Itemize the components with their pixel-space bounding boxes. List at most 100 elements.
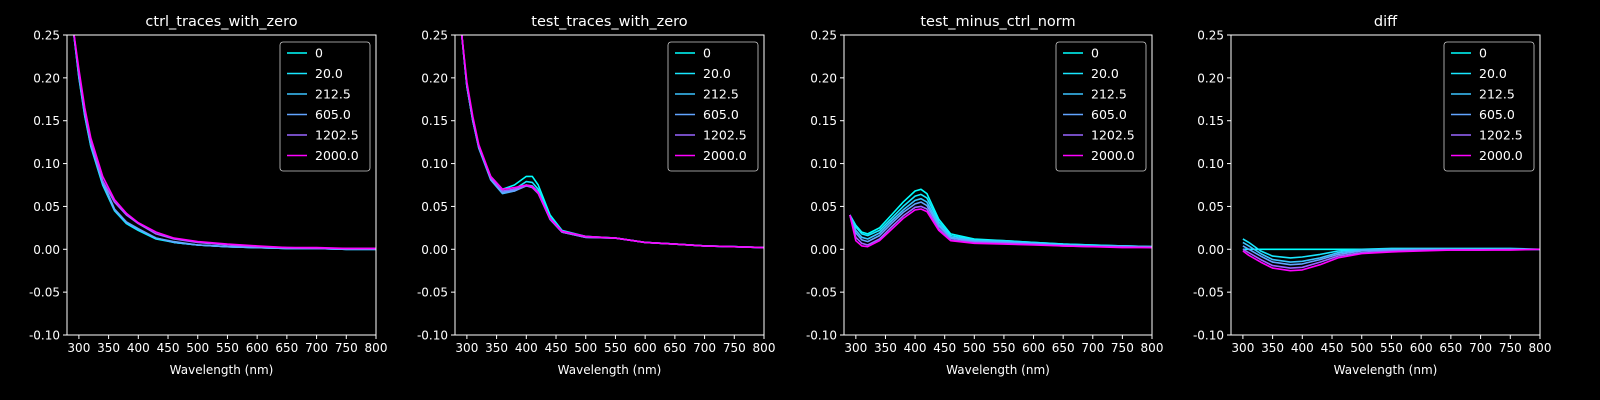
x-tick-label: 300 — [67, 341, 90, 355]
x-tick-label: 450 — [545, 341, 568, 355]
legend-entry: 212.5 — [315, 87, 351, 102]
legend-entry: 20.0 — [703, 66, 731, 81]
y-tick-label: 0.15 — [810, 114, 837, 128]
y-tick-label: 0.20 — [421, 71, 448, 85]
x-tick-label: 550 — [992, 341, 1015, 355]
x-tick-label: 450 — [1321, 341, 1344, 355]
y-tick-label: 0.05 — [421, 200, 448, 214]
legend-entry: 1202.5 — [315, 128, 359, 143]
y-tick-label: -0.05 — [29, 286, 60, 300]
legend-entry: 20.0 — [1091, 66, 1119, 81]
y-tick-label: 0.05 — [33, 200, 60, 214]
x-tick-label: 800 — [1529, 341, 1552, 355]
y-tick-label: 0.25 — [810, 29, 837, 43]
legend: 0 20.0 212.5 605.0 1202.5 2000.0 — [667, 41, 759, 172]
y-tick-label: 0.15 — [421, 114, 448, 128]
y-tick-label: 0.10 — [1197, 157, 1224, 171]
x-tick-label: 350 — [874, 341, 897, 355]
y-tick-label: 0.15 — [33, 114, 60, 128]
y-tick-label: 0.00 — [33, 243, 60, 257]
y-tick-label: 0.15 — [1197, 114, 1224, 128]
y-tick-label: 0.25 — [421, 29, 448, 43]
y-tick-label: -0.10 — [29, 329, 60, 343]
y-tick-label: 0.10 — [421, 157, 448, 171]
chart-title: test_minus_ctrl_norm — [920, 14, 1075, 30]
series-line-6 — [73, 35, 376, 250]
legend-entry: 0 — [1479, 46, 1487, 61]
x-tick-label: 750 — [1499, 341, 1522, 355]
legend-entry: 20.0 — [315, 66, 343, 81]
legend-entry: 1202.5 — [1479, 128, 1523, 143]
legend: 0 20.0 212.5 605.0 1202.5 2000.0 — [279, 41, 371, 172]
axes-frame — [66, 34, 377, 336]
chart-panel-2: test_traces_with_zero 300 350 400 450 500 550 6… — [417, 14, 776, 377]
legend-entry: 212.5 — [703, 87, 739, 102]
x-tick-label: 750 — [335, 341, 358, 355]
x-tick-label: 550 — [1380, 341, 1403, 355]
legend-entry: 2000.0 — [703, 148, 747, 163]
x-tick-label: 650 — [1052, 341, 1075, 355]
legend-entry: 605.0 — [1479, 107, 1515, 122]
y-tick-label: 0.00 — [1197, 243, 1224, 257]
x-tick-label: 500 — [1350, 341, 1373, 355]
x-tick-label: 550 — [216, 341, 239, 355]
axes-frame — [843, 34, 1153, 336]
x-tick-label: 600 — [634, 341, 657, 355]
x-tick-label: 350 — [485, 341, 508, 355]
chart-panel-3: test_minus_ctrl_norm 300 350 400 450 500 550 60… — [806, 14, 1164, 377]
series-group — [73, 35, 376, 251]
legend-entry: 0 — [1091, 46, 1099, 61]
chart-title: test_traces_with_zero — [531, 14, 688, 30]
legend-entry: 605.0 — [315, 107, 351, 122]
axes-frame — [454, 34, 765, 336]
y-tick-label: 0.00 — [421, 243, 448, 257]
x-tick-label: 450 — [157, 341, 180, 355]
series-line-2 — [1242, 238, 1540, 259]
legend: 0 20.0 212.5 605.0 1202.5 2000.0 — [1443, 41, 1535, 172]
series-line-4 — [849, 201, 1152, 248]
x-axis-label: Wavelength (nm) — [946, 363, 1050, 377]
series-line-6 — [849, 208, 1152, 249]
series-line-2 — [849, 193, 1152, 248]
x-axis-label: Wavelength (nm) — [170, 363, 274, 377]
x-tick-label: 300 — [844, 341, 867, 355]
x-tick-label: 750 — [723, 341, 746, 355]
x-tick-label: 400 — [1291, 341, 1314, 355]
x-tick-label: 400 — [127, 341, 150, 355]
y-tick-label: 0.20 — [810, 71, 837, 85]
x-axis-label: Wavelength (nm) — [558, 363, 662, 377]
y-tick-label: 0.00 — [810, 243, 837, 257]
y-tick-label: -0.10 — [417, 329, 448, 343]
x-tick-label: 550 — [604, 341, 627, 355]
legend-entry: 2000.0 — [1091, 148, 1135, 163]
y-tick-label: 0.25 — [1197, 29, 1224, 43]
y-tick-label: -0.05 — [1193, 286, 1224, 300]
x-tick-label: 350 — [97, 341, 120, 355]
legend-entry: 605.0 — [1091, 107, 1127, 122]
x-tick-label: 300 — [1231, 341, 1254, 355]
x-tick-label: 700 — [1469, 341, 1492, 355]
legend-entry: 0 — [315, 46, 323, 61]
legend-entry: 20.0 — [1479, 66, 1507, 81]
y-tick-label: 0.05 — [810, 200, 837, 214]
x-tick-label: 300 — [455, 341, 478, 355]
series-group — [460, 35, 764, 249]
x-tick-label: 800 — [753, 341, 776, 355]
y-tick-label: 0.10 — [33, 157, 60, 171]
x-tick-label: 700 — [693, 341, 716, 355]
legend: 0 20.0 212.5 605.0 1202.5 2000.0 — [1055, 41, 1147, 172]
x-tick-label: 500 — [574, 341, 597, 355]
x-tick-label: 400 — [904, 341, 927, 355]
y-tick-label: 0.10 — [810, 157, 837, 171]
x-tick-label: 700 — [305, 341, 328, 355]
y-tick-label: -0.05 — [417, 286, 448, 300]
legend-entry: 212.5 — [1479, 87, 1515, 102]
y-tick-label: 0.20 — [1197, 71, 1224, 85]
legend-entry: 605.0 — [703, 107, 739, 122]
legend-entry: 0 — [703, 46, 711, 61]
x-tick-label: 700 — [1081, 341, 1104, 355]
y-tick-label: -0.10 — [1193, 329, 1224, 343]
x-tick-label: 800 — [365, 341, 388, 355]
